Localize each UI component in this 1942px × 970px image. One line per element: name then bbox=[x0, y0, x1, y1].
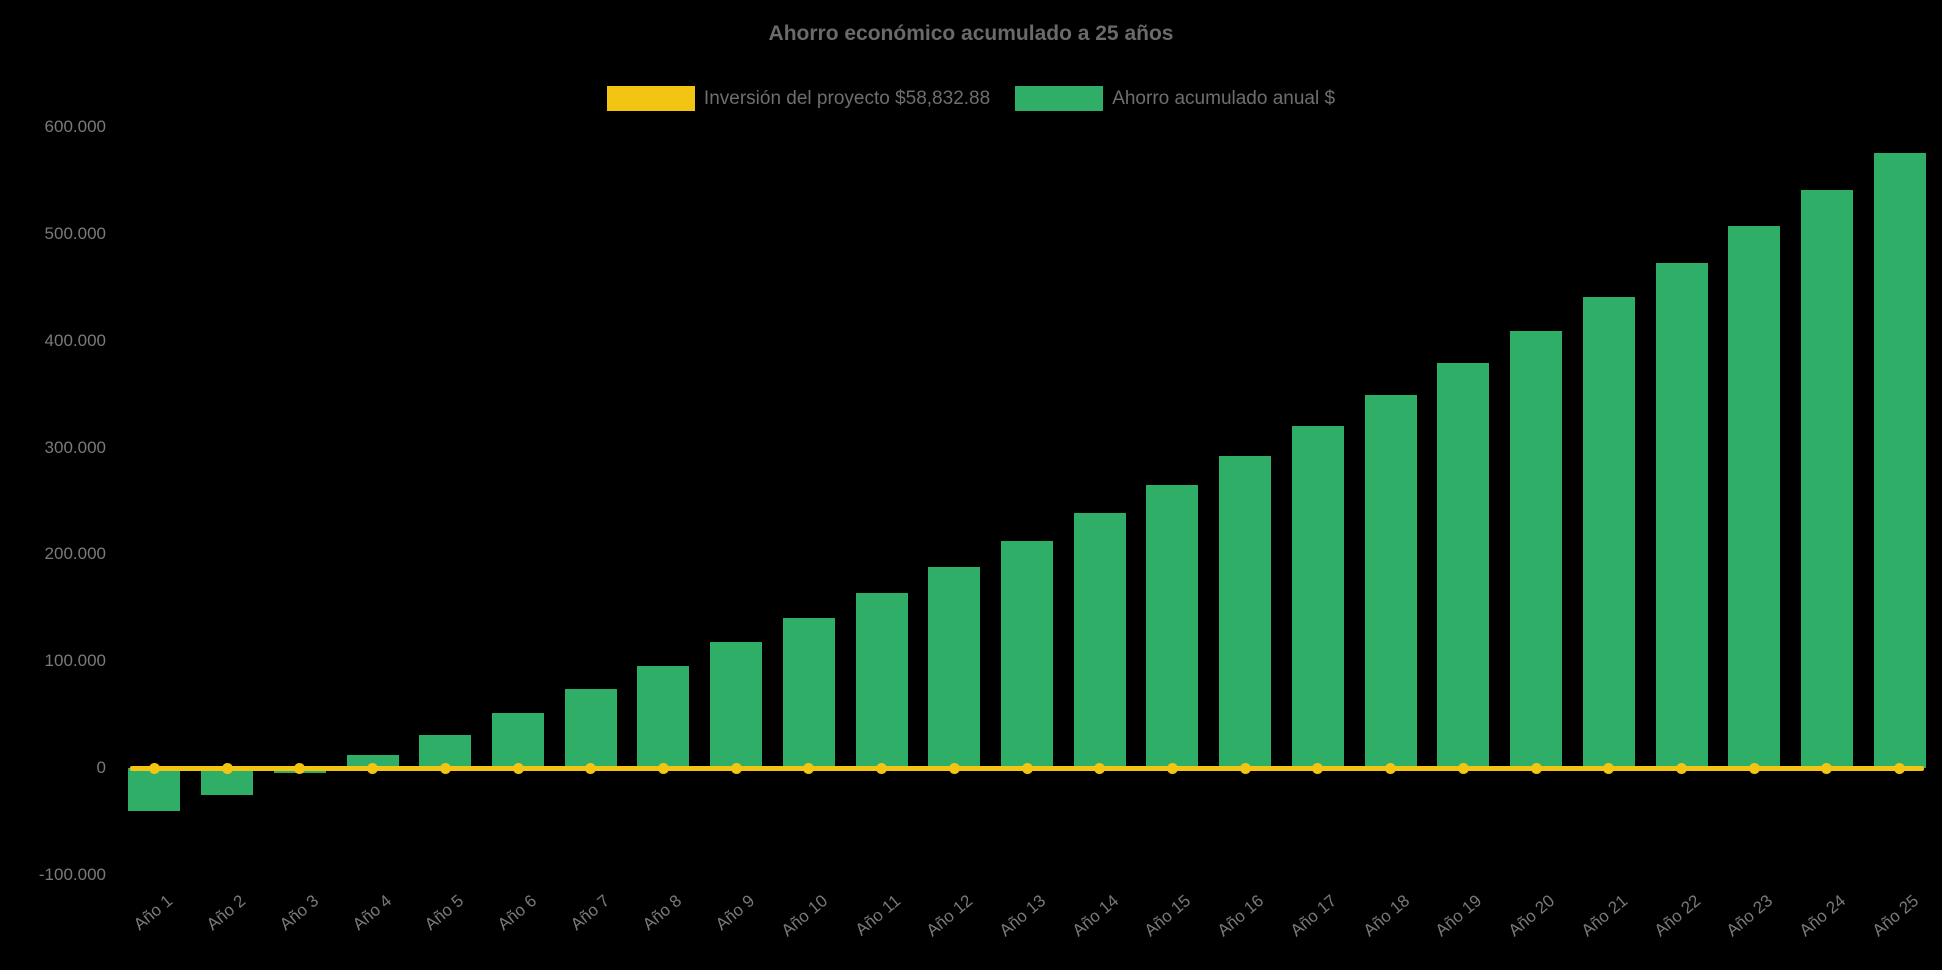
investment-line-marker bbox=[1021, 762, 1033, 774]
investment-line-marker bbox=[1530, 762, 1542, 774]
bar bbox=[1001, 540, 1053, 769]
x-axis-label: Año 13 bbox=[995, 891, 1050, 941]
bar bbox=[1364, 395, 1417, 769]
y-axis-tick-label: 500.000 bbox=[44, 223, 106, 243]
investment-line-marker bbox=[1821, 762, 1833, 774]
chart-title: Ahorro económico acumulado a 25 años bbox=[768, 22, 1174, 45]
x-axis-label: Año 12 bbox=[923, 891, 977, 941]
bar bbox=[1291, 426, 1344, 769]
y-axis-tick-label: 400.000 bbox=[44, 330, 106, 350]
bar bbox=[1219, 456, 1272, 769]
x-axis-label: Año 11 bbox=[851, 891, 904, 940]
x-axis-label: Año 9 bbox=[712, 891, 759, 935]
investment-line-marker bbox=[294, 762, 306, 774]
investment-line-marker bbox=[1239, 762, 1251, 774]
x-axis-label: Año 24 bbox=[1795, 891, 1850, 941]
investment-line-marker bbox=[221, 762, 233, 774]
bar bbox=[710, 642, 763, 769]
investment-line-marker bbox=[803, 762, 815, 774]
investment-line-marker bbox=[367, 762, 378, 774]
investment-line-marker bbox=[730, 762, 742, 774]
x-axis-label: Año 5 bbox=[421, 891, 468, 935]
x-axis-label: Año 22 bbox=[1650, 891, 1704, 941]
bar bbox=[782, 617, 835, 769]
x-axis-label: Año 14 bbox=[1068, 891, 1122, 941]
investment-line-marker bbox=[1676, 762, 1687, 774]
legend-label-savings: Ahorro acumulado anual $ bbox=[1112, 87, 1336, 109]
investment-line-marker bbox=[1094, 762, 1106, 774]
y-axis-tick-label: 0 bbox=[96, 758, 106, 778]
bar bbox=[1073, 512, 1126, 769]
x-axis-label: Año 2 bbox=[203, 891, 250, 935]
x-axis-label: Año 3 bbox=[275, 891, 323, 935]
investment-line-marker bbox=[1457, 762, 1469, 774]
bar bbox=[1146, 485, 1199, 769]
x-axis-label: Año 21 bbox=[1577, 891, 1632, 941]
bar bbox=[346, 755, 399, 769]
investment-line-marker bbox=[148, 762, 160, 774]
bar bbox=[564, 689, 617, 769]
bar bbox=[492, 712, 544, 769]
bar bbox=[1800, 190, 1853, 769]
x-axis: Año 1 Año 2 Año 3 Año 4 Año 5 Año 6 Año 7 Año 8… bbox=[118, 875, 1936, 970]
investment-line-marker bbox=[876, 762, 888, 774]
investment-line-marker bbox=[1385, 762, 1397, 774]
bar bbox=[128, 768, 181, 811]
x-axis-label: Año 19 bbox=[1432, 891, 1486, 941]
x-axis-label: Año 4 bbox=[348, 891, 395, 935]
legend-label-investment: Inversión del proyecto $58,832.88 bbox=[703, 87, 991, 109]
investment-line-marker bbox=[1312, 762, 1324, 774]
x-axis-label: Año 6 bbox=[493, 891, 541, 935]
investment-line-marker bbox=[1894, 762, 1906, 774]
investment-line-marker bbox=[1748, 762, 1760, 774]
plot-area bbox=[118, 127, 1936, 875]
legend-item-savings[interactable]: Ahorro acumulado anual $ bbox=[1015, 86, 1335, 111]
bar bbox=[1437, 363, 1490, 769]
y-axis: -100.000 0 100.000 200.000 300.000 400.000 500… bbox=[0, 117, 106, 884]
x-axis-label: Año 1 bbox=[130, 891, 177, 935]
x-axis-label: Año 20 bbox=[1504, 891, 1559, 941]
bar bbox=[1582, 296, 1635, 769]
y-axis-tick-label: 200.000 bbox=[44, 544, 106, 564]
bar bbox=[855, 592, 908, 769]
x-axis-label: Año 25 bbox=[1868, 891, 1922, 941]
investment-line-marker bbox=[1166, 762, 1178, 774]
legend-swatch-investment-icon bbox=[606, 86, 695, 111]
bar bbox=[1728, 226, 1781, 769]
x-axis-label: Año 7 bbox=[566, 891, 613, 935]
x-axis-label: Año 8 bbox=[639, 891, 686, 935]
legend: Inversión del proyecto $58,832.88 Ahorro… bbox=[0, 86, 1942, 111]
investment-line-marker bbox=[657, 762, 669, 774]
investment-line-marker bbox=[1603, 762, 1615, 774]
investment-line-marker bbox=[948, 762, 960, 774]
y-axis-tick-label: 300.000 bbox=[44, 437, 106, 457]
y-axis-tick-label: -100.000 bbox=[38, 865, 106, 884]
x-axis-label: Año 15 bbox=[1141, 891, 1195, 941]
investment-line-marker bbox=[439, 762, 451, 774]
legend-item-investment[interactable]: Inversión del proyecto $58,832.88 bbox=[606, 86, 991, 111]
x-axis-label: Año 18 bbox=[1359, 891, 1413, 941]
y-axis-tick-label: 100.000 bbox=[44, 651, 106, 671]
bar bbox=[1873, 152, 1926, 769]
legend-swatch-savings-icon bbox=[1015, 86, 1104, 111]
bar bbox=[1510, 331, 1562, 769]
x-axis-label: Año 17 bbox=[1286, 891, 1341, 941]
bar bbox=[637, 665, 690, 769]
y-axis-tick-label: 600.000 bbox=[44, 117, 106, 136]
bar bbox=[1655, 262, 1708, 769]
x-axis-label: Año 10 bbox=[777, 891, 832, 941]
investment-line-marker bbox=[512, 762, 524, 774]
bar bbox=[419, 735, 472, 769]
investment-line-marker bbox=[585, 762, 597, 774]
x-axis-label: Año 16 bbox=[1213, 891, 1268, 941]
x-axis-label: Año 23 bbox=[1722, 891, 1777, 941]
bar bbox=[928, 567, 981, 769]
